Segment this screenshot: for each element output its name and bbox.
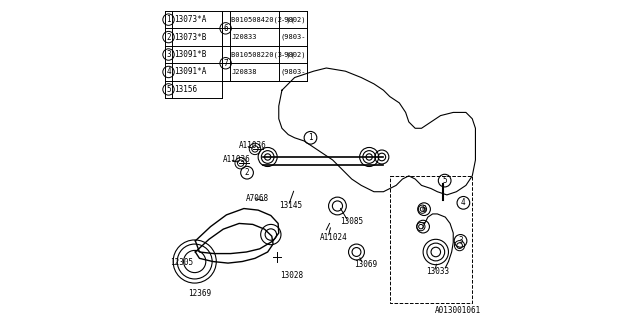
Text: 13028: 13028 (280, 271, 303, 280)
Text: 4: 4 (166, 68, 171, 76)
Text: 3: 3 (166, 50, 171, 59)
Text: 13033: 13033 (426, 268, 449, 276)
Text: 2: 2 (166, 33, 171, 42)
Text: 4: 4 (461, 198, 466, 207)
Text: 13069: 13069 (355, 260, 378, 268)
Text: 12369: 12369 (188, 289, 211, 298)
Text: J20833: J20833 (231, 34, 257, 40)
Text: 13085: 13085 (340, 217, 364, 226)
Text: (9803-: (9803- (281, 69, 307, 75)
Text: 2: 2 (244, 168, 250, 177)
Text: A11036: A11036 (223, 155, 251, 164)
Text: 13073*A: 13073*A (174, 15, 207, 24)
Text: B010508420(2 )(: B010508420(2 )( (231, 16, 295, 23)
Text: A11024: A11024 (320, 233, 348, 242)
Text: 13091*A: 13091*A (174, 68, 207, 76)
Text: 1: 1 (166, 15, 171, 24)
Text: J20838: J20838 (231, 69, 257, 75)
Text: 6: 6 (223, 24, 228, 33)
Text: 7: 7 (223, 59, 228, 68)
Text: 13073*B: 13073*B (174, 33, 207, 42)
Text: A013001061: A013001061 (435, 306, 481, 315)
Text: 13156: 13156 (174, 85, 198, 94)
Text: 13145: 13145 (279, 202, 302, 211)
Text: 5: 5 (166, 85, 171, 94)
Text: 5: 5 (442, 176, 447, 185)
Text: -9802): -9802) (281, 16, 307, 23)
Text: 6: 6 (422, 205, 426, 214)
Text: -9802): -9802) (281, 51, 307, 58)
Text: 12305: 12305 (170, 258, 193, 267)
Text: 7: 7 (420, 222, 426, 231)
Text: 1: 1 (308, 133, 313, 142)
Text: 13091*B: 13091*B (174, 50, 207, 59)
Text: B010508220(3 )(: B010508220(3 )( (231, 51, 295, 58)
Text: (9803-: (9803- (281, 34, 307, 40)
Text: A11036: A11036 (239, 141, 267, 150)
Text: 3: 3 (458, 236, 463, 245)
Text: A7068: A7068 (246, 194, 269, 203)
